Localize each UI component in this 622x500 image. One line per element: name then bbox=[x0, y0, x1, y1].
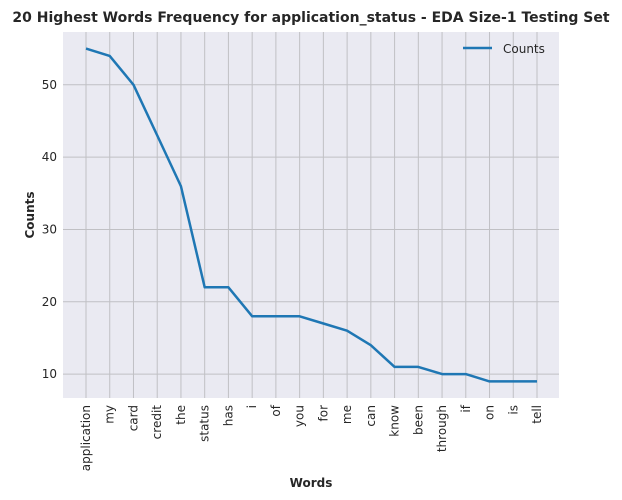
x-tick-label: application bbox=[79, 405, 93, 471]
y-tick-label: 10 bbox=[42, 367, 57, 381]
x-tick-label: through bbox=[435, 405, 449, 452]
x-tick-label: me bbox=[340, 405, 354, 424]
y-axis-label: Counts bbox=[23, 191, 37, 238]
legend: Counts bbox=[463, 42, 545, 56]
x-tick-label: credit bbox=[150, 405, 164, 440]
x-tick-label: the bbox=[174, 405, 188, 425]
x-tick-label: card bbox=[126, 405, 140, 431]
x-tick-label: you bbox=[293, 405, 307, 427]
plot-area bbox=[63, 32, 559, 398]
chart-title: 20 Highest Words Frequency for applicati… bbox=[12, 10, 609, 26]
y-tick-label: 20 bbox=[42, 295, 57, 309]
y-axis-ticks: 10 20 30 40 50 bbox=[42, 78, 57, 381]
x-axis-label: Words bbox=[290, 476, 333, 490]
x-tick-label: been bbox=[411, 405, 425, 435]
x-tick-label: status bbox=[198, 405, 212, 442]
series-layer bbox=[85, 47, 538, 383]
x-tick-label: on bbox=[483, 405, 497, 420]
grid-lines bbox=[63, 32, 559, 398]
legend-label: Counts bbox=[503, 42, 545, 56]
x-tick-label: can bbox=[364, 405, 378, 427]
y-tick-label: 30 bbox=[42, 222, 57, 236]
x-tick-label: of bbox=[269, 404, 283, 416]
x-tick-label: my bbox=[103, 405, 117, 424]
x-axis-ticks: application my card credit the status has i of yo… bbox=[79, 404, 544, 471]
y-tick-label: 40 bbox=[42, 150, 57, 164]
series-line-counts bbox=[85, 47, 537, 383]
y-tick-label: 50 bbox=[42, 78, 57, 92]
x-tick-label: for bbox=[316, 405, 330, 422]
x-tick-label: know bbox=[388, 405, 402, 437]
x-tick-label: tell bbox=[530, 405, 544, 424]
x-tick-label: if bbox=[459, 404, 473, 412]
x-tick-label: i bbox=[245, 405, 259, 408]
x-tick-label: has bbox=[221, 405, 235, 426]
x-tick-label: is bbox=[506, 405, 520, 415]
